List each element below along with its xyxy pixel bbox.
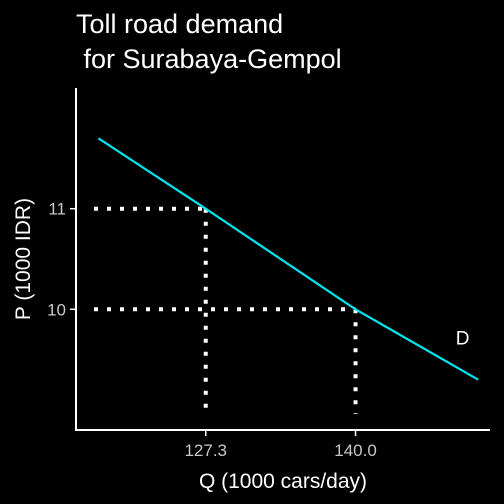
series-layer bbox=[97, 137, 479, 381]
x-tick-label: 140.0 bbox=[334, 441, 377, 460]
demand-curve-label: D bbox=[456, 329, 470, 350]
axis-ticks: 10 11 127.3 140.0 bbox=[47, 200, 377, 460]
y-tick-label: 10 bbox=[47, 300, 66, 319]
chart-title-line-1: Toll road demand bbox=[76, 9, 283, 39]
y-tick-label: 11 bbox=[48, 200, 66, 219]
chart-title-line-2: for Surabaya-Gempol bbox=[76, 44, 342, 74]
y-axis-label: P (1000 IDR) bbox=[12, 198, 35, 320]
x-tick-label: 127.3 bbox=[184, 441, 227, 460]
reference-lines bbox=[94, 206, 358, 414]
x-axis-label: Q (1000 cars/day) bbox=[199, 470, 367, 493]
demand-curve-line bbox=[97, 137, 479, 381]
